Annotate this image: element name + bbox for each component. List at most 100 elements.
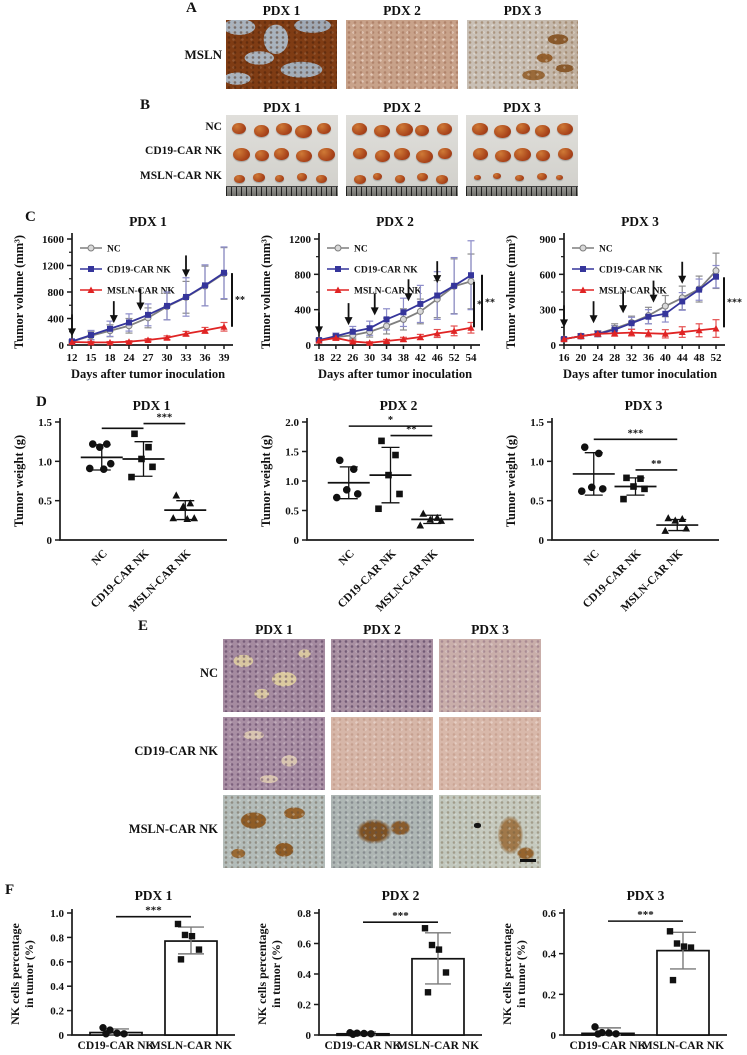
tumor [474, 175, 481, 181]
tumor [318, 148, 335, 161]
svg-text:30: 30 [364, 352, 376, 364]
bar-MSLN-CAR NK [164, 940, 218, 1036]
tumor [375, 150, 390, 162]
panel-a-header-pdx3: PDX 3 [503, 3, 542, 18]
ihc-image-msln-pdx2 [346, 20, 458, 89]
svg-text:PDX 2: PDX 2 [382, 888, 420, 903]
panel-b-header-pdx1: PDX 1 [263, 100, 301, 115]
svg-text:36: 36 [643, 352, 655, 364]
svg-text:38: 38 [398, 352, 410, 364]
svg-text:Days after tumor inoculation: Days after tumor inoculation [563, 367, 717, 381]
svg-text:30: 30 [162, 352, 174, 364]
svg-text:NK cells percentage: NK cells percentage [8, 922, 22, 1024]
series-NC [563, 270, 717, 340]
panel-e-label: E [138, 618, 149, 634]
svg-text:16: 16 [559, 352, 571, 364]
scatter-chart-PDX 1: 00.51.01.5PDX 1Tumor weight (g)NCCD19-CA… [12, 398, 227, 614]
svg-text:46: 46 [432, 352, 444, 364]
tumor-photo-pdx2 [346, 115, 458, 196]
chart-nk-percentage-pdx1: 0 0.2 0.4 0.6 0.8 1.0 PDX 1 NK cells percentage… [8, 886, 255, 1054]
tumor [535, 125, 550, 137]
svg-text:1.5: 1.5 [285, 447, 299, 459]
svg-text:PDX 3: PDX 3 [621, 214, 659, 229]
svg-text:600: 600 [540, 269, 557, 281]
svg-text:CD19-CAR NK: CD19-CAR NK [354, 266, 418, 276]
svg-text:36: 36 [200, 352, 212, 364]
tumor [274, 148, 289, 160]
svg-text:Tumor volume (mm³): Tumor volume (mm³) [12, 235, 26, 349]
tumor [373, 173, 382, 181]
series-MSLN-CAR NK [318, 326, 472, 344]
panel-f-label: F [5, 882, 15, 898]
tumor [536, 150, 550, 162]
svg-text:in tumor (%): in tumor (%) [514, 940, 528, 1008]
series-CD19-CAR NK [318, 274, 472, 342]
panel-a-row-label-msln: MSLN [184, 47, 222, 62]
ihc-image-cd19-pdx1 [223, 717, 325, 790]
chart-tumor-weight-pdx3: 0 0.5 1.0 1.5 PDX 3 Tumor weight (g) NC CD19-CA… [502, 398, 747, 623]
svg-text:0: 0 [47, 535, 53, 547]
svg-text:Days after tumor inoculation: Days after tumor inoculation [71, 367, 225, 381]
tumor [515, 175, 524, 182]
svg-text:**: ** [485, 298, 495, 309]
svg-text:PDX 3: PDX 3 [625, 398, 663, 413]
panel-b-label: B [140, 97, 151, 113]
svg-text:0: 0 [551, 1030, 557, 1042]
svg-text:0.5: 0.5 [285, 506, 299, 518]
chart-tumor-weight-pdx1: 0 0.5 1.0 1.5 PDX 1 Tumor weight (g) NC CD19-CA… [10, 398, 257, 623]
line-chart-PDX 3: 0 300 600 900 16 20 24 28 32 36 40 44 48 52 PDX 3 Tumor… [504, 214, 742, 381]
svg-text:1.0: 1.0 [285, 476, 299, 488]
tumor [353, 148, 367, 160]
svg-text:800: 800 [295, 269, 312, 281]
ihc-image-cd19-pdx2 [331, 717, 433, 790]
tumor [516, 123, 530, 135]
svg-text:MSLN-CAR NK: MSLN-CAR NK [599, 287, 667, 297]
tumor [233, 148, 250, 161]
tumor [253, 173, 265, 182]
svg-text:1.5: 1.5 [530, 417, 544, 429]
svg-text:27: 27 [143, 352, 155, 364]
svg-text:***: *** [727, 297, 742, 308]
panel-d-label: D [36, 394, 47, 410]
ihc-image-nc-pdx1 [223, 639, 325, 712]
tumor [558, 148, 573, 160]
tumor-photo-pdx3 [466, 115, 578, 196]
tumor [436, 175, 448, 184]
svg-text:PDX 3: PDX 3 [627, 888, 665, 903]
svg-text:1200: 1200 [42, 261, 65, 273]
line-chart-PDX 1: 0 400 800 1200 1600 12 15 18 24 27 30 33 36 39 PDX 1 Tu… [12, 214, 245, 381]
scatter-chart-PDX 2: 00.51.01.52.0PDX 2Tumor weight (g)NCCD19… [259, 398, 474, 614]
chart-nk-percentage-pdx2: 0 0.2 0.4 0.6 0.8 PDX 2 NK cells percentage in … [255, 886, 502, 1054]
panel-e-header-pdx2: PDX 2 [363, 622, 401, 637]
chart-nk-percentage-pdx3: 0 0.2 0.4 0.6 PDX 3 NK cells percentage in tum… [500, 886, 747, 1054]
tumor [275, 175, 284, 183]
tumor [396, 123, 413, 136]
svg-text:PDX 1: PDX 1 [133, 398, 171, 413]
svg-text:0.6: 0.6 [50, 957, 64, 969]
ihc-image-msln-pdx1 [226, 20, 337, 89]
svg-text:MSLN-CAR NK: MSLN-CAR NK [354, 287, 422, 297]
tumor [556, 175, 563, 181]
svg-text:PDX 2: PDX 2 [380, 398, 418, 413]
svg-text:0.2: 0.2 [542, 989, 556, 1001]
series-MSLN-CAR NK [563, 327, 717, 340]
svg-text:NC: NC [90, 548, 110, 568]
svg-text:300: 300 [540, 305, 557, 317]
svg-text:NC: NC [599, 245, 613, 255]
svg-text:0: 0 [539, 535, 545, 547]
svg-text:0.4: 0.4 [297, 969, 311, 981]
svg-text:1200: 1200 [289, 234, 312, 246]
tumor [472, 123, 488, 136]
svg-text:0.6: 0.6 [542, 908, 556, 920]
tumor [438, 148, 452, 160]
svg-text:Tumor volume (mm³): Tumor volume (mm³) [259, 235, 273, 349]
tumor [537, 173, 547, 180]
panel-e-header-pdx1: PDX 1 [255, 622, 293, 637]
svg-text:***: *** [157, 413, 173, 424]
svg-text:400: 400 [295, 305, 312, 317]
svg-text:0: 0 [551, 340, 557, 352]
svg-text:1.0: 1.0 [50, 908, 64, 920]
panel-a-label: A [186, 0, 197, 16]
svg-text:PDX 1: PDX 1 [129, 214, 167, 229]
